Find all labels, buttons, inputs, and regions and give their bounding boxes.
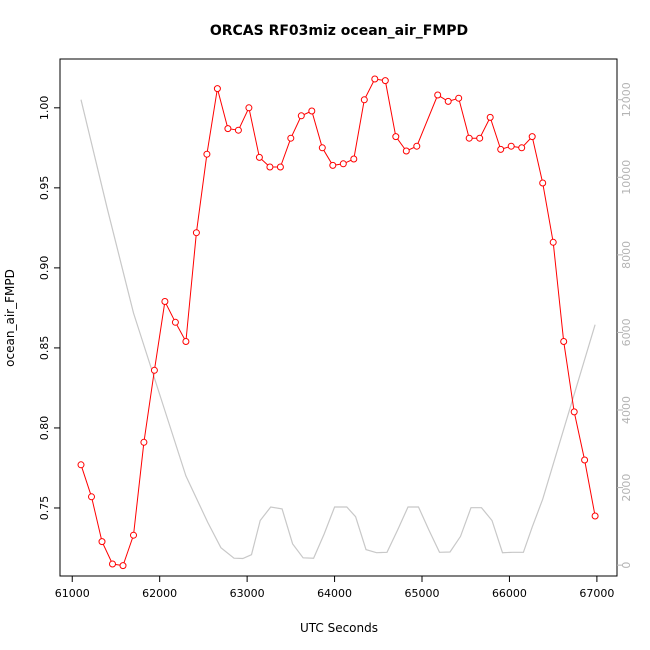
series-1-point (287, 134, 295, 142)
series-1-point (329, 161, 337, 169)
y2-tick-label: 0 (620, 562, 633, 569)
x-tick-label: 67000 (579, 587, 614, 600)
series-1-point (213, 85, 221, 93)
series-1-point (560, 338, 568, 345)
x-tick-label: 63000 (230, 587, 265, 600)
plot-frame (59, 58, 618, 577)
series-1-point (276, 163, 284, 171)
series-1-point (465, 134, 473, 142)
chart-title: ORCAS RF03miz ocean_air_FMPD (210, 23, 468, 39)
series-1-point (350, 155, 358, 163)
series-1-point (150, 366, 158, 374)
series-1-point (318, 144, 326, 152)
series-1-point (518, 144, 526, 152)
x-axis: 61000 62000 63000 64000 65000 66000 67000 (55, 576, 614, 600)
series-1-point (119, 562, 127, 570)
series-1-point (234, 126, 242, 134)
series-1-point (539, 179, 547, 187)
series-1-point (444, 97, 452, 105)
x-tick-label: 66000 (492, 587, 527, 600)
y2-tick-label: 8000 (620, 241, 633, 269)
series-1-point (507, 142, 515, 150)
series-1-point (402, 147, 410, 155)
series-1-point (476, 134, 484, 142)
series-1-point (171, 318, 179, 326)
y-axis-label: ocean_air_FMPD (3, 269, 17, 367)
series-1-point (161, 298, 169, 305)
y2-tick-label: 12000 (620, 82, 633, 117)
series-1-point (591, 512, 599, 520)
y-axis: 0.75 0.80 0.85 0.90 0.95 1.00 (38, 96, 60, 521)
series-1-point (203, 150, 211, 158)
y2-tick-label: 10000 (620, 160, 633, 195)
series-1-point (130, 531, 137, 539)
series-1-point (255, 153, 263, 161)
y-tick-label: 0.85 (38, 336, 51, 361)
series-1-point (528, 133, 536, 141)
series-1-point (413, 142, 421, 150)
series-1-point (497, 145, 505, 153)
y-tick-label: 0.90 (38, 256, 51, 281)
series-1-point (182, 338, 190, 345)
series-2-line (80, 99, 596, 560)
y2-axis: 0 2000 4000 6000 8000 10000 12000 (617, 82, 633, 569)
x-tick-label: 61000 (55, 587, 90, 600)
x-axis-label: UTC Seconds (300, 621, 378, 635)
y2-tick-label: 2000 (620, 474, 633, 502)
x-tick-label: 65000 (405, 587, 440, 600)
series-1-point (360, 96, 368, 104)
series-1-point (549, 238, 557, 246)
series-1-point (140, 438, 148, 446)
series-1-point (192, 229, 200, 237)
y2-tick-label: 4000 (620, 396, 633, 424)
y-tick-label: 1.00 (38, 96, 51, 121)
series-1-point (381, 77, 389, 85)
series-1-point (371, 75, 379, 83)
series-1-point (245, 104, 253, 112)
series-1-point (109, 560, 116, 568)
y2-tick-label: 6000 (620, 318, 633, 346)
series-1-point (486, 113, 494, 121)
series-1-point (455, 94, 463, 102)
x-tick-label: 62000 (142, 587, 177, 600)
y-tick-label: 0.95 (38, 176, 51, 201)
series-1-point (77, 461, 85, 469)
series-1-point (434, 91, 442, 99)
series-1-point (224, 125, 232, 133)
series-1-point (581, 456, 589, 464)
y-tick-label: 0.80 (38, 416, 51, 441)
series-1-point (88, 493, 95, 501)
x-tick-label: 64000 (317, 587, 352, 600)
series-1-point (308, 107, 316, 115)
y-tick-label: 0.75 (38, 496, 51, 521)
series-1-point (392, 133, 400, 141)
series-1-point (339, 160, 347, 168)
series-1-point (570, 408, 578, 416)
plot-area (77, 75, 599, 570)
series-1-point (297, 112, 305, 120)
series-1-point (266, 163, 274, 171)
series-1-point (98, 538, 106, 546)
